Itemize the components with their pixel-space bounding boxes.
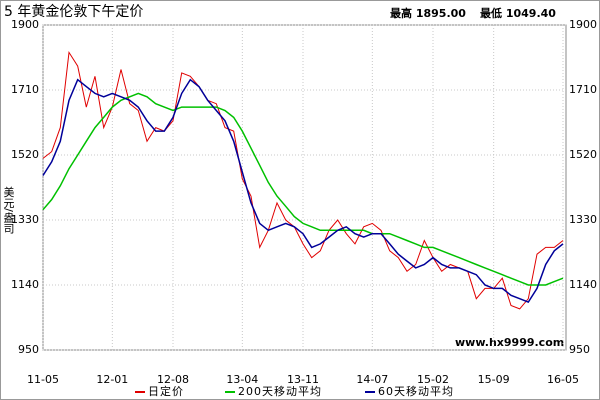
- x-tick-label: 11-05: [27, 373, 59, 386]
- y2-tick-label: 1140: [569, 278, 597, 291]
- line-series: [42, 78, 564, 304]
- x-tick-label: 12-08: [157, 373, 189, 386]
- line-series: [42, 50, 564, 310]
- x-tick-label: 13-11: [287, 373, 319, 386]
- legend-label: 日定价: [148, 384, 184, 398]
- y-tick-label: 1710: [11, 83, 39, 96]
- plot-area: [42, 24, 567, 351]
- x-tick-label: 12-01: [96, 373, 128, 386]
- x-tick-label: 15-09: [478, 373, 510, 386]
- chart-title: 5 年黄金伦敦下午定价: [4, 3, 143, 20]
- y2-tick-label: 950: [569, 343, 590, 356]
- y2-tick-label: 1520: [569, 148, 597, 161]
- x-tick-label: 16-05: [547, 373, 579, 386]
- y-tick-label: 1520: [11, 148, 39, 161]
- y2-tick-label: 1710: [569, 83, 597, 96]
- x-tick-label: 13-04: [226, 373, 258, 386]
- legend-label: 200天移动平均: [238, 385, 322, 398]
- low-stat: 最低 1049.40: [480, 6, 556, 20]
- y-tick-label: 1140: [11, 278, 39, 291]
- y-tick-label: 1330: [11, 213, 39, 226]
- y-tick-label: 1900: [11, 18, 39, 31]
- y-axis-label: 美元/盎司: [2, 186, 15, 234]
- y-tick-label: 950: [18, 343, 39, 356]
- y2-tick-label: 1900: [569, 18, 597, 31]
- x-tick-label: 15-02: [417, 373, 449, 386]
- high-stat: 最高 1895.00: [390, 6, 466, 20]
- legend-label: 60天移动平均: [378, 385, 454, 398]
- x-tick-label: 14-07: [356, 373, 388, 386]
- watermark: www.hx9999.com: [455, 336, 564, 349]
- y2-tick-label: 1330: [569, 213, 597, 226]
- line-series: [42, 92, 564, 286]
